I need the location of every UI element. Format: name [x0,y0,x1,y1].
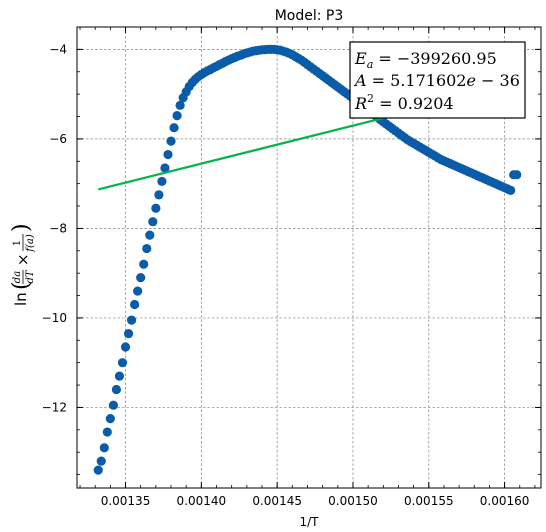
y-tick-label-3: −10 [42,311,67,325]
data-point-12 [130,299,140,310]
chart-title: Model: P3 [275,8,344,24]
annotation-line2: A = 5.171602e − 36 [353,71,520,90]
data-point-19 [151,203,161,213]
plot-frame [76,26,542,489]
y-tick-label-0: −4 [49,42,67,56]
y-tick-label-4: −12 [42,400,67,414]
annotation-line3: R2 = 0.9204 [354,92,454,113]
y-label-den1: dT [25,269,36,283]
data-point-16 [142,243,152,254]
data-point-138 [512,170,522,180]
y-label-paren-right: ) [9,223,34,232]
x-tick-label-0: 0.00135 [101,494,151,508]
data-point-15 [139,259,149,269]
x-axis-label: 1/T [299,515,319,529]
data-point-2 [99,443,109,453]
x-tick-label-1: 0.00140 [177,494,227,508]
y-tick-label-2: −8 [49,221,67,235]
data-point-27 [175,100,185,110]
y-label-paren-left: ( [9,281,34,290]
data-point-14 [136,273,146,283]
data-point-8 [117,358,128,368]
data-point-0 [93,465,103,475]
y-label-num2: 1 [12,240,23,246]
data-point-136 [506,185,516,195]
annotation-frame [349,41,526,119]
data-point-20 [154,190,164,200]
data-point-5 [108,400,118,410]
data-point-10 [123,328,134,339]
annotation-box: Ea = −399260.95 A = 5.171602e − 36 R2 = … [349,41,526,119]
x-tick-label-5: 0.00160 [480,494,530,508]
ticks: 0.00135 0.00140 0.00145 0.00150 0.00155 0.001… [42,26,541,508]
data-point-25 [169,123,179,133]
data-point-1 [96,456,106,466]
y-label-times: × [14,253,32,266]
data-point-11 [126,315,137,325]
data-point-23 [163,149,173,160]
data-point-6 [111,384,122,395]
y-tick-label-1: −6 [49,132,67,146]
y-label-den2: f(a) [25,234,36,253]
data-point-21 [157,176,167,187]
data-point-4 [105,414,115,424]
data-point-22 [160,163,170,173]
x-tick-label-4: 0.00155 [404,494,454,508]
x-tick-label-2: 0.00145 [252,494,302,508]
y-axis-label: ln ( da dT × 1 f(a) ) [9,223,36,306]
data-point-26 [172,111,182,121]
y-label-ln: ln [12,292,30,306]
data-point-24 [166,136,176,146]
data-point-13 [133,286,143,296]
data-point-17 [145,230,155,240]
data-point-7 [114,371,125,381]
annotation-line1: Ea = −399260.95 [354,49,497,71]
data-point-18 [148,217,158,227]
x-tick-label-3: 0.00150 [328,494,378,508]
data-point-3 [102,427,112,437]
y-label-num1: da [12,271,23,283]
data-point-9 [120,342,131,352]
